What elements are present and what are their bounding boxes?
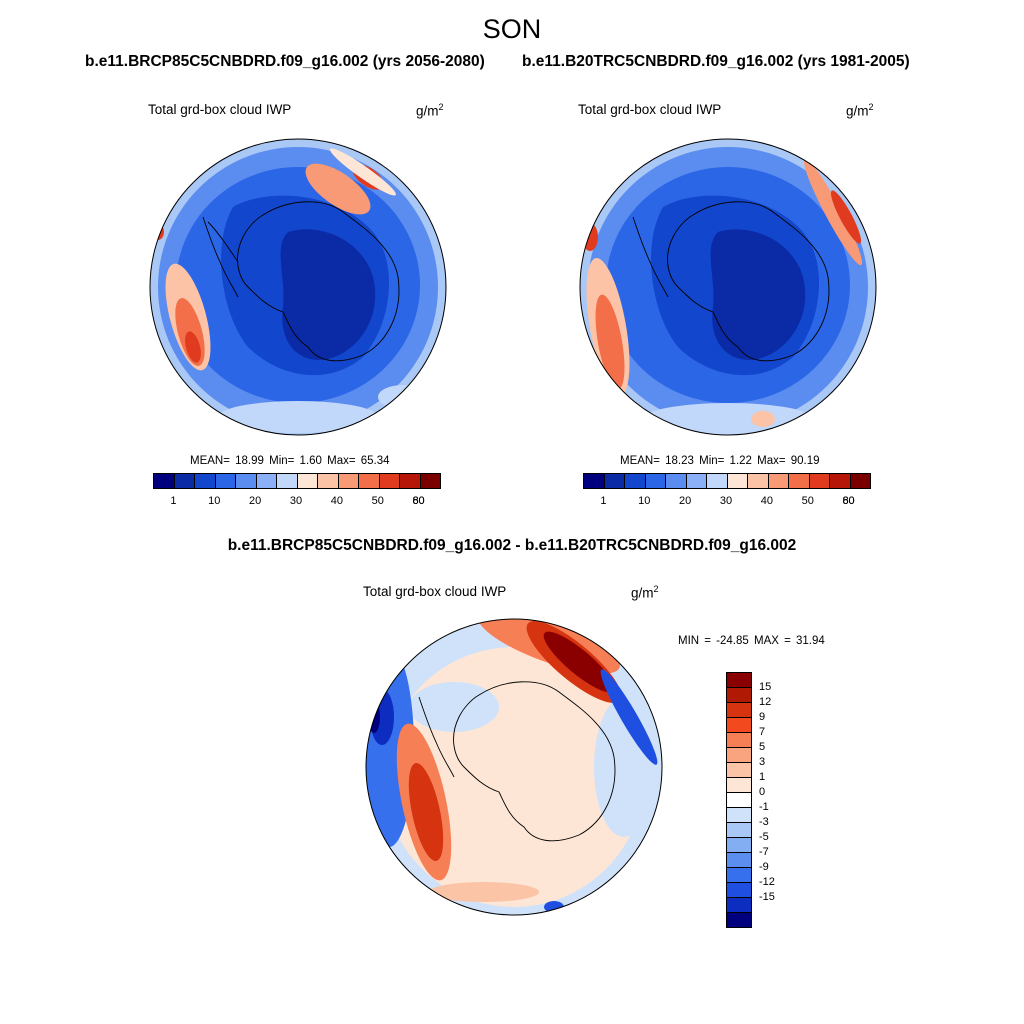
colorbar-swatch — [359, 474, 380, 488]
colorbar-swatch — [727, 913, 751, 927]
colorbar-swatch — [727, 763, 751, 778]
colorbar-tick-label: 0 — [759, 786, 766, 798]
colorbar-tick-label: 1 — [759, 771, 766, 783]
colorbar-swatch — [236, 474, 257, 488]
colorbar-tick-label: 30 — [289, 495, 303, 507]
diff-colorbar — [726, 672, 752, 928]
colorbar-swatch — [830, 474, 851, 488]
colorbar-swatch — [154, 474, 175, 488]
colorbar-swatch — [379, 474, 400, 488]
panel-1-variable-label: Total grd-box cloud IWP — [148, 102, 292, 117]
colorbar-tick-label: 3 — [759, 756, 766, 768]
colorbar-tick-label: -15 — [759, 891, 775, 903]
diff-polar-map — [365, 618, 663, 916]
panel-2-case-title: b.e11.B20TRC5CNBDRD.f09_g16.002 (yrs 198… — [522, 53, 910, 70]
colorbar-swatch — [277, 474, 298, 488]
panel-1-units: g/m2 — [416, 102, 444, 119]
colorbar-tick-label: 12 — [759, 696, 772, 708]
colorbar-swatch — [727, 688, 751, 703]
colorbar-tick-label: 10 — [208, 495, 221, 507]
diff-units: g/m2 — [631, 584, 659, 601]
colorbar-tick-label: -12 — [759, 876, 775, 888]
diff-variable-label: Total grd-box cloud IWP — [363, 584, 507, 599]
colorbar-swatch — [666, 474, 687, 488]
colorbar-swatch — [809, 474, 830, 488]
colorbar-swatch — [727, 703, 751, 718]
colorbar-tick-label: -5 — [759, 831, 769, 843]
colorbar-tick-label: 80 — [842, 495, 855, 507]
colorbar-swatch — [727, 898, 751, 913]
colorbar-swatch — [318, 474, 339, 488]
colorbar-swatch — [727, 733, 751, 748]
diff-stats: MIN = -24.85 MAX = 31.94 — [678, 635, 825, 647]
colorbar-swatch — [584, 474, 605, 488]
colorbar-swatch — [195, 474, 216, 488]
panel-1-colorbar-ticks: 1 10 20 30 40 50 60 80 — [153, 495, 441, 509]
colorbar-tick-label: 40 — [330, 495, 343, 507]
colorbar-swatch — [297, 474, 318, 488]
colorbar-swatch — [686, 474, 707, 488]
colorbar-swatch — [727, 748, 751, 763]
colorbar-swatch — [727, 474, 748, 488]
colorbar-tick-label: 5 — [759, 741, 766, 753]
colorbar-swatch — [727, 808, 751, 823]
colorbar-tick-label: 1 — [600, 495, 607, 507]
colorbar-swatch — [789, 474, 810, 488]
panel-1-case-title: b.e11.BRCP85C5CNBDRD.f09_g16.002 (yrs 20… — [85, 53, 485, 70]
colorbar-tick-label: 1 — [170, 495, 177, 507]
panel-1-stats: MEAN= 18.99 Min= 1.60 Max= 65.34 — [190, 455, 390, 467]
colorbar-tick-label: 7 — [759, 726, 766, 738]
colorbar-swatch — [174, 474, 195, 488]
colorbar-swatch — [727, 868, 751, 883]
colorbar-swatch — [604, 474, 625, 488]
colorbar-swatch — [727, 853, 751, 868]
panel-2-polar-map — [579, 138, 877, 436]
colorbar-swatch — [645, 474, 666, 488]
colorbar-tick-label: 10 — [638, 495, 651, 507]
colorbar-swatch — [338, 474, 359, 488]
colorbar-swatch — [768, 474, 789, 488]
colorbar-tick-label: -9 — [759, 861, 769, 873]
panel-2-variable-label: Total grd-box cloud IWP — [578, 102, 722, 117]
colorbar-swatch — [727, 778, 751, 793]
panel-1-colorbar — [153, 473, 441, 489]
colorbar-swatch — [727, 793, 751, 808]
colorbar-tick-label: 40 — [760, 495, 773, 507]
colorbar-tick-label: 20 — [249, 495, 262, 507]
figure-title: SON — [482, 14, 542, 44]
colorbar-tick-label: 9 — [759, 711, 766, 723]
colorbar-tick-label: -3 — [759, 816, 769, 828]
colorbar-swatch — [420, 474, 440, 488]
colorbar-swatch — [215, 474, 236, 488]
colorbar-tick-label: 20 — [679, 495, 692, 507]
colorbar-tick-label: 60 — [412, 495, 425, 507]
colorbar-tick-label: 15 — [759, 681, 772, 693]
panel-2-stats: MEAN= 18.23 Min= 1.22 Max= 90.19 — [620, 455, 820, 467]
colorbar-swatch — [727, 673, 751, 688]
colorbar-tick-label: 50 — [801, 495, 814, 507]
colorbar-swatch — [256, 474, 277, 488]
panel-2-units: g/m2 — [846, 102, 874, 119]
colorbar-swatch — [625, 474, 646, 488]
panel-2-colorbar-ticks: 1 10 20 30 40 50 60 80 — [583, 495, 871, 509]
diff-case-title: b.e11.BRCP85C5CNBDRD.f09_g16.002 - b.e11… — [227, 537, 797, 554]
colorbar-swatch — [707, 474, 728, 488]
colorbar-swatch — [727, 718, 751, 733]
colorbar-swatch — [727, 838, 751, 853]
colorbar-swatch — [748, 474, 769, 488]
colorbar-tick-label: -1 — [759, 801, 769, 813]
panel-1-polar-map — [149, 138, 447, 436]
colorbar-tick-label: 50 — [371, 495, 384, 507]
colorbar-swatch — [400, 474, 421, 488]
colorbar-tick-label: 60 — [842, 495, 855, 507]
colorbar-tick-label: -7 — [759, 846, 769, 858]
colorbar-swatch — [727, 883, 751, 898]
colorbar-swatch — [727, 823, 751, 838]
panel-2-colorbar — [583, 473, 871, 489]
colorbar-tick-label: 80 — [412, 495, 425, 507]
diff-colorbar-ticks: 15 12 9 7 5 3 1 0 -1 -3 -5 -7 -9 -12 -15 — [759, 672, 799, 912]
colorbar-tick-label: 30 — [719, 495, 733, 507]
colorbar-swatch — [850, 474, 870, 488]
